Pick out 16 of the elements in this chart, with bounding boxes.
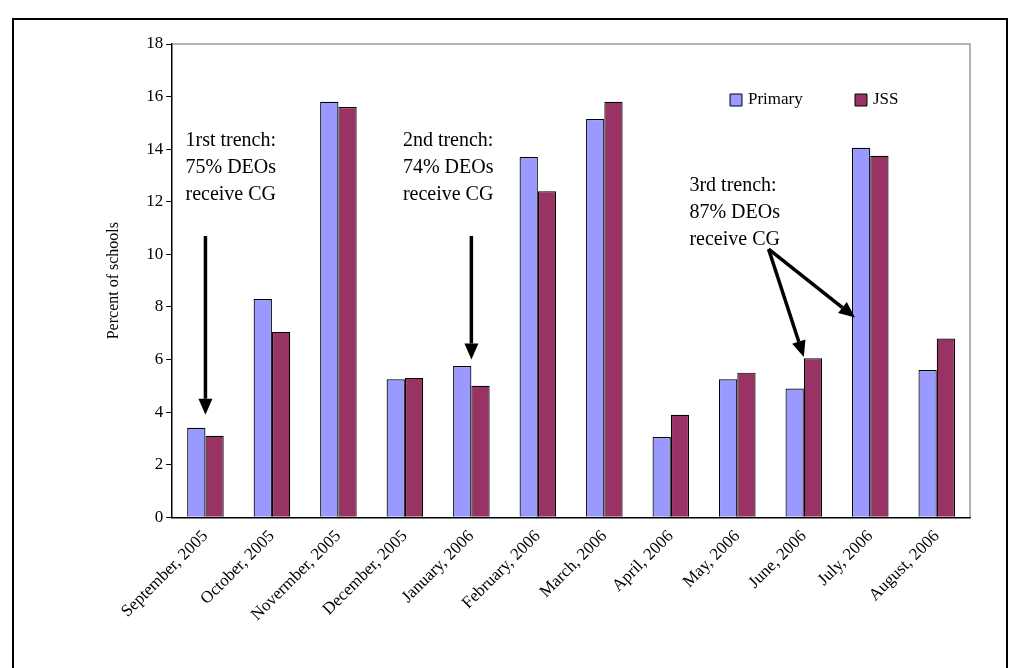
- legend-label: JSS: [873, 89, 899, 109]
- y-tick-label: 18: [146, 33, 164, 53]
- y-tick-label: 14: [146, 138, 164, 158]
- y-tick-label: 12: [146, 191, 164, 211]
- y-tick-label: 8: [154, 296, 164, 316]
- y-tick-label: 6: [154, 348, 164, 368]
- annotation: 3rd trench: 87% DEOs receive CG: [689, 172, 781, 249]
- y-tick-label: 4: [154, 401, 164, 421]
- annotation: 2nd trench: 74% DEOs receive CG: [402, 128, 494, 205]
- annotation: 1rst trench: 75% DEOs receive CG: [185, 128, 277, 205]
- y-axis-title: Percent of schools: [103, 221, 121, 340]
- y-tick-label: 0: [154, 506, 164, 526]
- legend-label: Primary: [748, 89, 804, 109]
- y-tick-label: 10: [146, 243, 164, 263]
- y-tick-label: 16: [146, 86, 164, 106]
- y-tick-label: 2: [154, 454, 164, 474]
